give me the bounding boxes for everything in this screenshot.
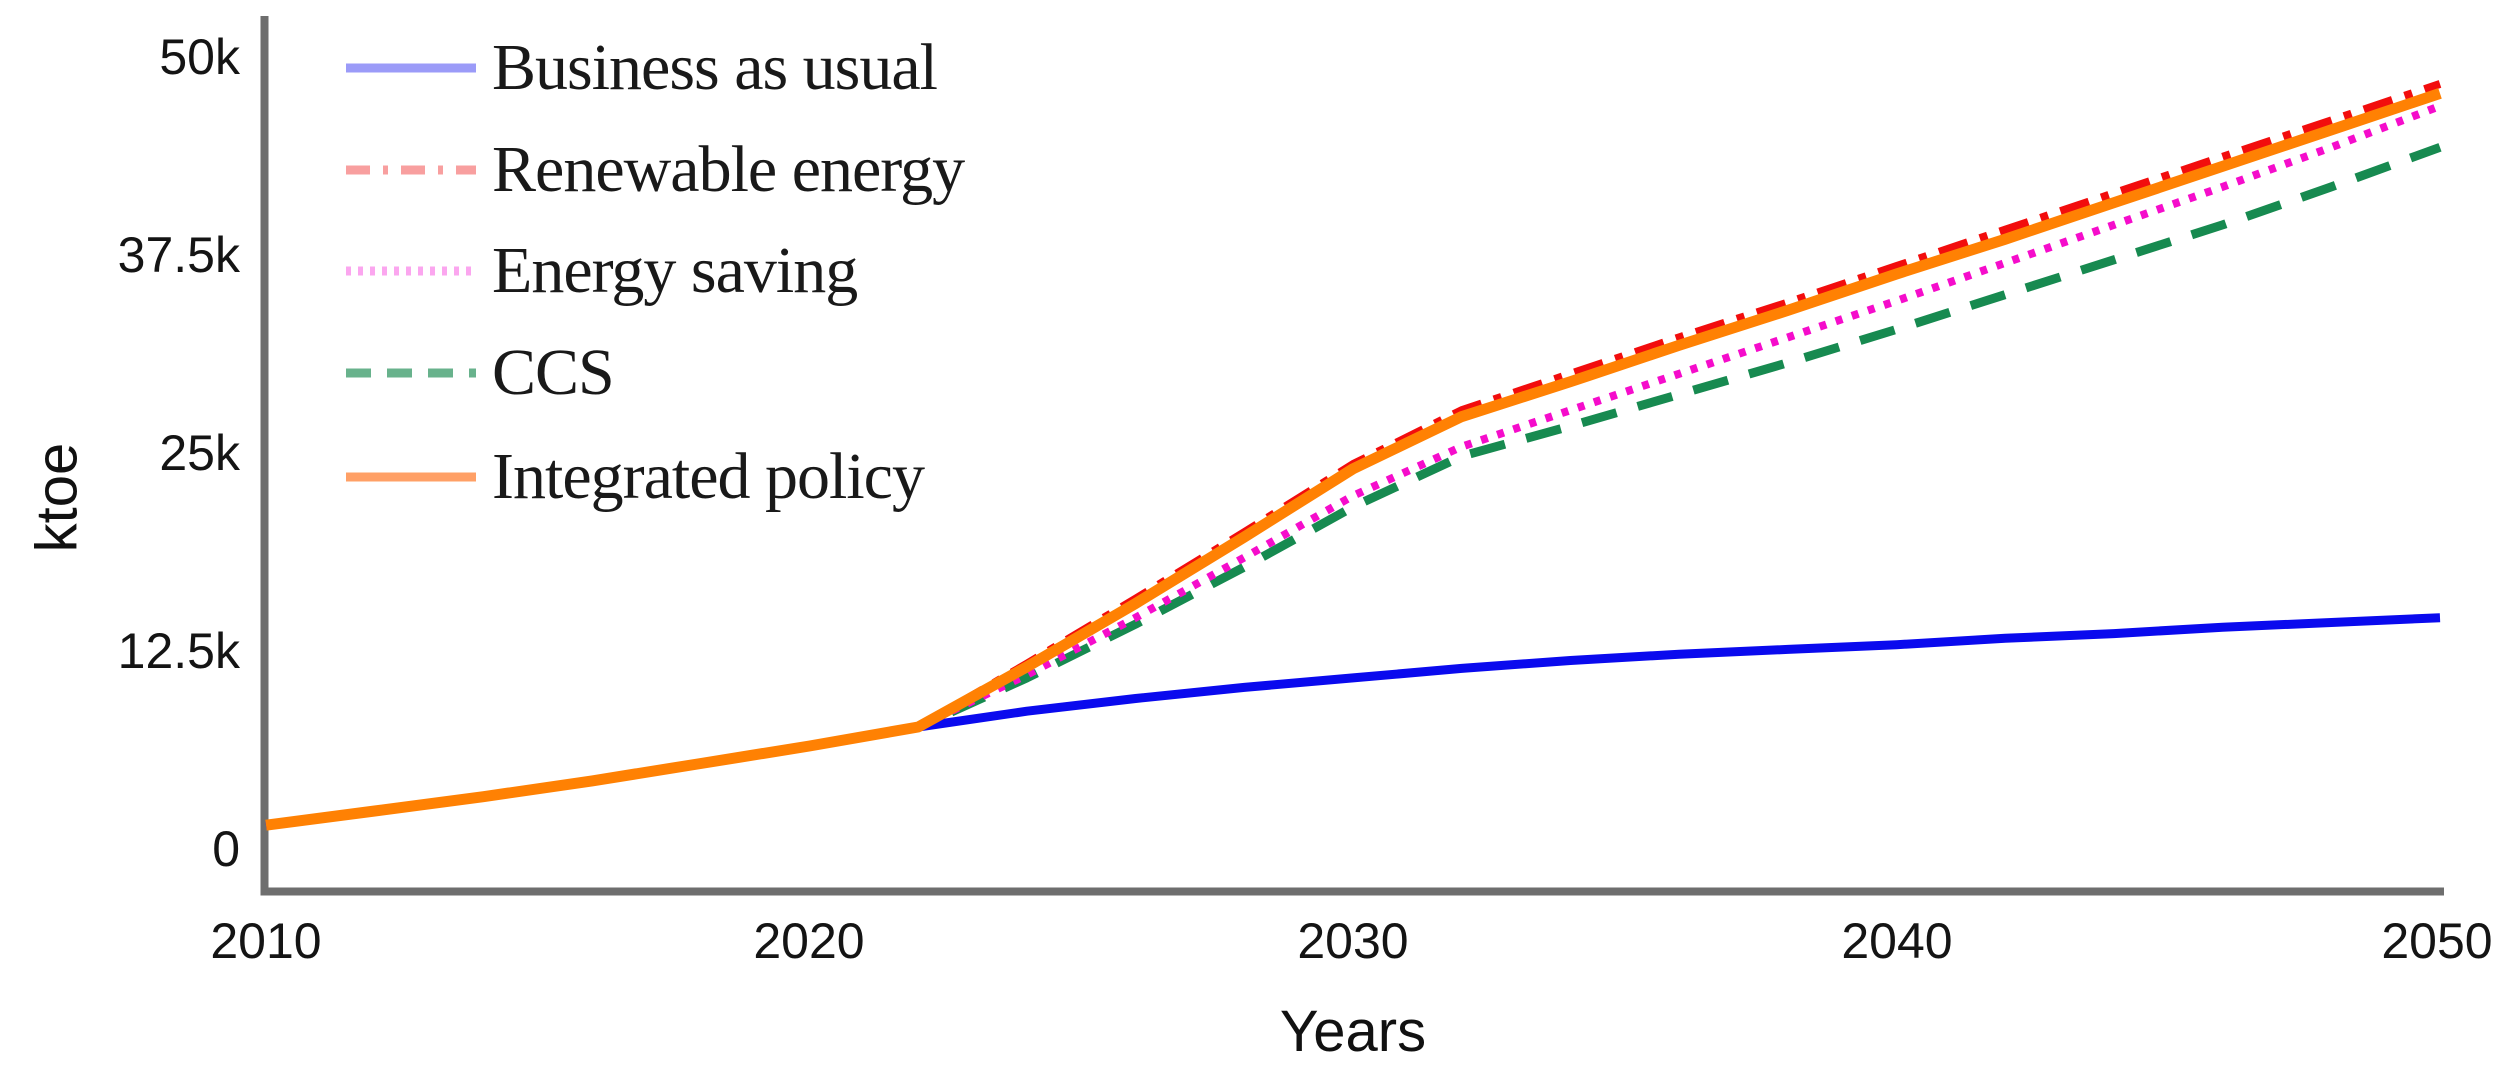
x-tick-2020: 2020 xyxy=(753,913,865,969)
legend-item-business-as-usual: Business as usual xyxy=(345,30,938,106)
legend-item-renewable-energy: Renewable energy xyxy=(345,132,965,208)
legend-swatch-line-dashdot-red xyxy=(346,165,476,175)
legend-swatch-line-dashed-green xyxy=(346,368,476,378)
x-tick-2030: 2030 xyxy=(1297,913,1409,969)
series-line-energy-saving xyxy=(265,102,2442,830)
legend-item-integrated-policy: Integrated policy xyxy=(345,439,925,515)
series-line-business-as-usual xyxy=(265,613,2441,830)
legend-swatch-line-solid-orange xyxy=(346,472,476,482)
legend-label: CCS xyxy=(492,336,615,409)
series-line-integrated-policy xyxy=(265,88,2442,831)
y-tick-25k: 25k xyxy=(159,425,240,481)
y-tick-37-5k: 37.5k xyxy=(117,227,240,283)
y-tick-0: 0 xyxy=(212,821,240,877)
x-tick-2010: 2010 xyxy=(210,913,322,969)
legend-item-ccs: CCS xyxy=(345,335,615,411)
legend-label: Energy saving xyxy=(492,234,858,307)
y-tick-12-5k: 12.5k xyxy=(117,623,240,679)
y-tick-50k: 50k xyxy=(159,29,240,85)
legend-label: Business as usual xyxy=(492,31,938,104)
x-tick-2040: 2040 xyxy=(1841,913,1953,969)
legend-label: Integrated policy xyxy=(492,440,925,513)
x-axis-title: Years xyxy=(1279,999,1427,1064)
legend-item-energy-saving: Energy saving xyxy=(345,233,858,309)
legend-label: Renewable energy xyxy=(492,133,965,206)
legend-swatch-line-solid-blue xyxy=(346,63,476,73)
y-axis-title: ktoe xyxy=(24,442,90,553)
x-tick-2050: 2050 xyxy=(2381,913,2493,969)
legend-swatch-line-dotted-magenta xyxy=(346,266,476,276)
